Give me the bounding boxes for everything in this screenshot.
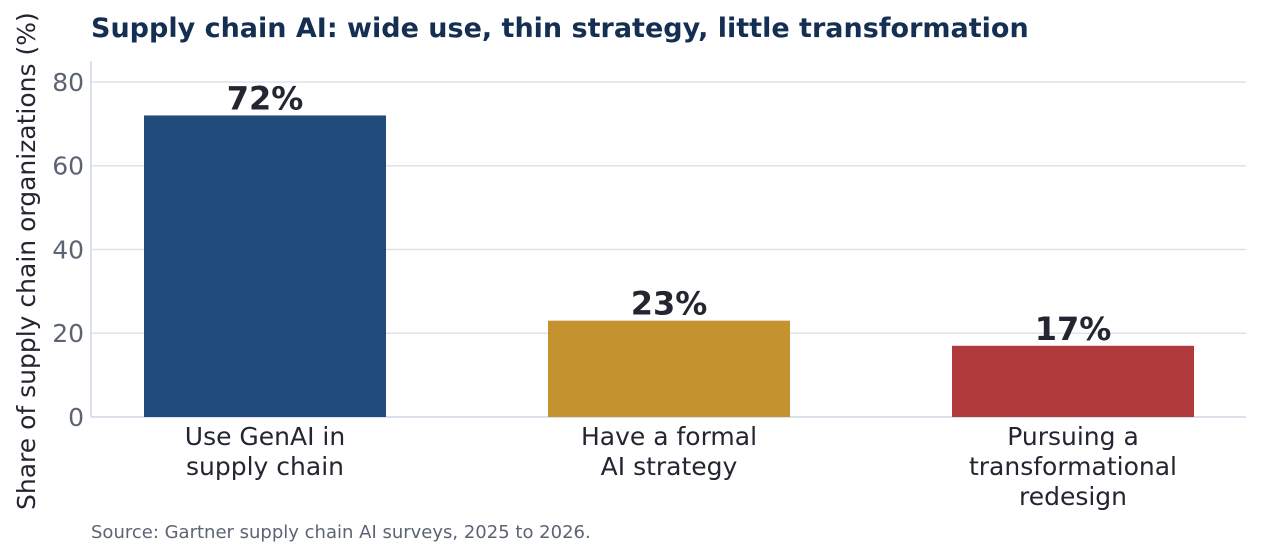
axes: 0 20 40 60 80 xyxy=(52,61,1246,432)
x-tick-label: Use GenAI in supply chain xyxy=(185,422,345,481)
chart-title: Supply chain AI: wide use, thin strategy… xyxy=(91,13,1029,44)
x-tick-label: Pursuing a transformational redesign xyxy=(969,422,1177,511)
x-tick-label: Have a formal AI strategy xyxy=(581,422,757,481)
labels: 72% Use GenAI in supply chain 23% Have a for… xyxy=(185,79,1177,511)
bar xyxy=(548,320,790,417)
y-tick-label: 40 xyxy=(52,235,84,264)
bar xyxy=(952,345,1194,417)
x-tick-label-line: Use GenAI in xyxy=(185,422,345,451)
x-tick-label-line: redesign xyxy=(1019,482,1127,511)
data-label: 23% xyxy=(631,285,708,323)
x-tick-label-line: supply chain xyxy=(186,452,344,481)
x-tick-label-line: AI strategy xyxy=(601,452,738,481)
bar xyxy=(144,115,386,418)
bars xyxy=(144,115,1194,418)
y-tick-label: 0 xyxy=(68,403,84,432)
source-note: Source: Gartner supply chain AI surveys,… xyxy=(91,522,591,543)
y-tick-label: 20 xyxy=(52,319,84,348)
y-axis-label: Share of supply chain organizations (%) xyxy=(12,12,41,510)
y-tick-label: 80 xyxy=(52,68,84,97)
x-tick-label-line: Have a formal xyxy=(581,422,757,451)
x-tick-label-line: Pursuing a xyxy=(1007,422,1139,451)
data-label: 17% xyxy=(1035,310,1112,348)
x-tick-label-line: transformational xyxy=(969,452,1177,481)
y-tick-label: 60 xyxy=(52,152,84,181)
data-label: 72% xyxy=(227,79,304,117)
